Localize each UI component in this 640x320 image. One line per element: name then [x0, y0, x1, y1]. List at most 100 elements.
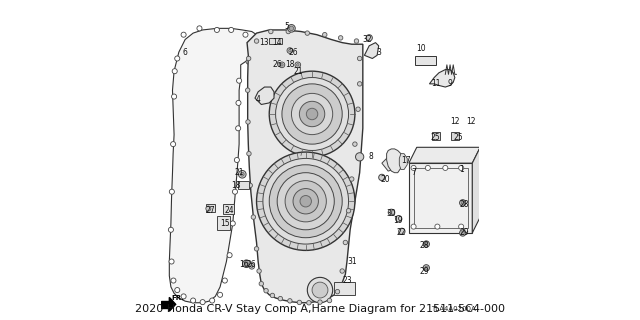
Circle shape: [214, 28, 220, 32]
Text: 23: 23: [342, 276, 352, 285]
Text: 25: 25: [431, 133, 440, 142]
Text: 29: 29: [460, 228, 469, 237]
Circle shape: [286, 29, 291, 34]
Circle shape: [312, 282, 328, 298]
Circle shape: [318, 300, 322, 304]
Text: 14: 14: [273, 38, 282, 47]
Circle shape: [307, 108, 318, 120]
Circle shape: [291, 93, 333, 135]
Circle shape: [270, 293, 275, 298]
Circle shape: [276, 77, 349, 150]
Text: 11: 11: [431, 79, 440, 88]
Text: 12: 12: [450, 117, 460, 126]
Circle shape: [246, 59, 251, 64]
Polygon shape: [161, 300, 170, 308]
Text: 24: 24: [225, 206, 234, 215]
Polygon shape: [255, 87, 274, 105]
FancyBboxPatch shape: [237, 180, 248, 188]
Circle shape: [251, 215, 255, 219]
Circle shape: [307, 300, 311, 305]
Text: TLA4A0200A: TLA4A0200A: [431, 306, 476, 312]
Circle shape: [277, 173, 334, 230]
Circle shape: [232, 189, 237, 194]
Circle shape: [175, 56, 180, 61]
Text: 28: 28: [460, 200, 469, 209]
Circle shape: [257, 269, 261, 273]
Text: 27: 27: [205, 206, 216, 215]
Text: 15: 15: [220, 219, 230, 228]
Text: 25: 25: [453, 133, 463, 142]
Circle shape: [305, 31, 310, 35]
FancyBboxPatch shape: [223, 204, 234, 214]
Text: 5: 5: [284, 22, 289, 31]
Circle shape: [346, 209, 351, 213]
Circle shape: [460, 200, 466, 206]
FancyBboxPatch shape: [415, 56, 436, 65]
FancyBboxPatch shape: [269, 38, 282, 44]
Circle shape: [252, 40, 257, 45]
Circle shape: [278, 296, 283, 301]
Circle shape: [335, 289, 340, 294]
Circle shape: [222, 278, 227, 283]
Circle shape: [460, 230, 466, 236]
Circle shape: [171, 142, 175, 147]
Text: 26: 26: [247, 260, 257, 269]
Text: 20: 20: [380, 174, 390, 184]
Text: 4: 4: [256, 95, 260, 104]
Text: 13: 13: [260, 38, 269, 47]
Circle shape: [236, 126, 241, 131]
Circle shape: [459, 224, 464, 229]
Text: 31: 31: [347, 257, 356, 266]
Text: 21: 21: [234, 168, 244, 177]
Circle shape: [172, 94, 177, 99]
Circle shape: [461, 201, 465, 204]
Text: 1: 1: [459, 165, 463, 174]
Polygon shape: [472, 147, 480, 233]
Circle shape: [246, 120, 250, 124]
Text: 26: 26: [288, 48, 298, 57]
Circle shape: [356, 107, 360, 111]
Circle shape: [172, 69, 177, 74]
Circle shape: [399, 228, 405, 235]
Text: 2020 Honda CR-V Stay Comp A,Harne Diagram for 21511-5C4-000: 2020 Honda CR-V Stay Comp A,Harne Diagra…: [135, 304, 505, 314]
Circle shape: [263, 158, 349, 244]
Circle shape: [357, 56, 362, 61]
Text: FR.: FR.: [171, 295, 184, 300]
Circle shape: [259, 282, 264, 286]
Circle shape: [411, 224, 416, 229]
Circle shape: [248, 183, 252, 188]
Circle shape: [210, 298, 214, 303]
Circle shape: [293, 188, 319, 214]
Polygon shape: [247, 30, 363, 303]
Circle shape: [234, 157, 239, 163]
Circle shape: [426, 165, 430, 171]
Circle shape: [197, 26, 202, 31]
Circle shape: [249, 263, 255, 269]
Circle shape: [423, 265, 429, 271]
Circle shape: [349, 177, 354, 181]
Circle shape: [250, 265, 253, 268]
Circle shape: [168, 227, 173, 232]
FancyBboxPatch shape: [206, 204, 215, 212]
Text: 10: 10: [417, 44, 426, 53]
Circle shape: [296, 64, 299, 66]
Circle shape: [269, 29, 273, 34]
Circle shape: [327, 298, 332, 303]
Polygon shape: [364, 43, 379, 59]
Circle shape: [355, 39, 358, 43]
Circle shape: [307, 277, 333, 303]
Circle shape: [279, 62, 285, 68]
Polygon shape: [429, 69, 455, 87]
Polygon shape: [387, 149, 403, 173]
Circle shape: [357, 82, 362, 86]
Circle shape: [425, 243, 428, 246]
Circle shape: [459, 165, 464, 171]
Circle shape: [339, 36, 343, 40]
Circle shape: [241, 172, 244, 176]
Circle shape: [425, 266, 428, 269]
Circle shape: [246, 56, 251, 61]
Polygon shape: [399, 154, 407, 170]
Circle shape: [287, 25, 295, 32]
Text: 9: 9: [447, 79, 452, 88]
Circle shape: [191, 298, 196, 303]
